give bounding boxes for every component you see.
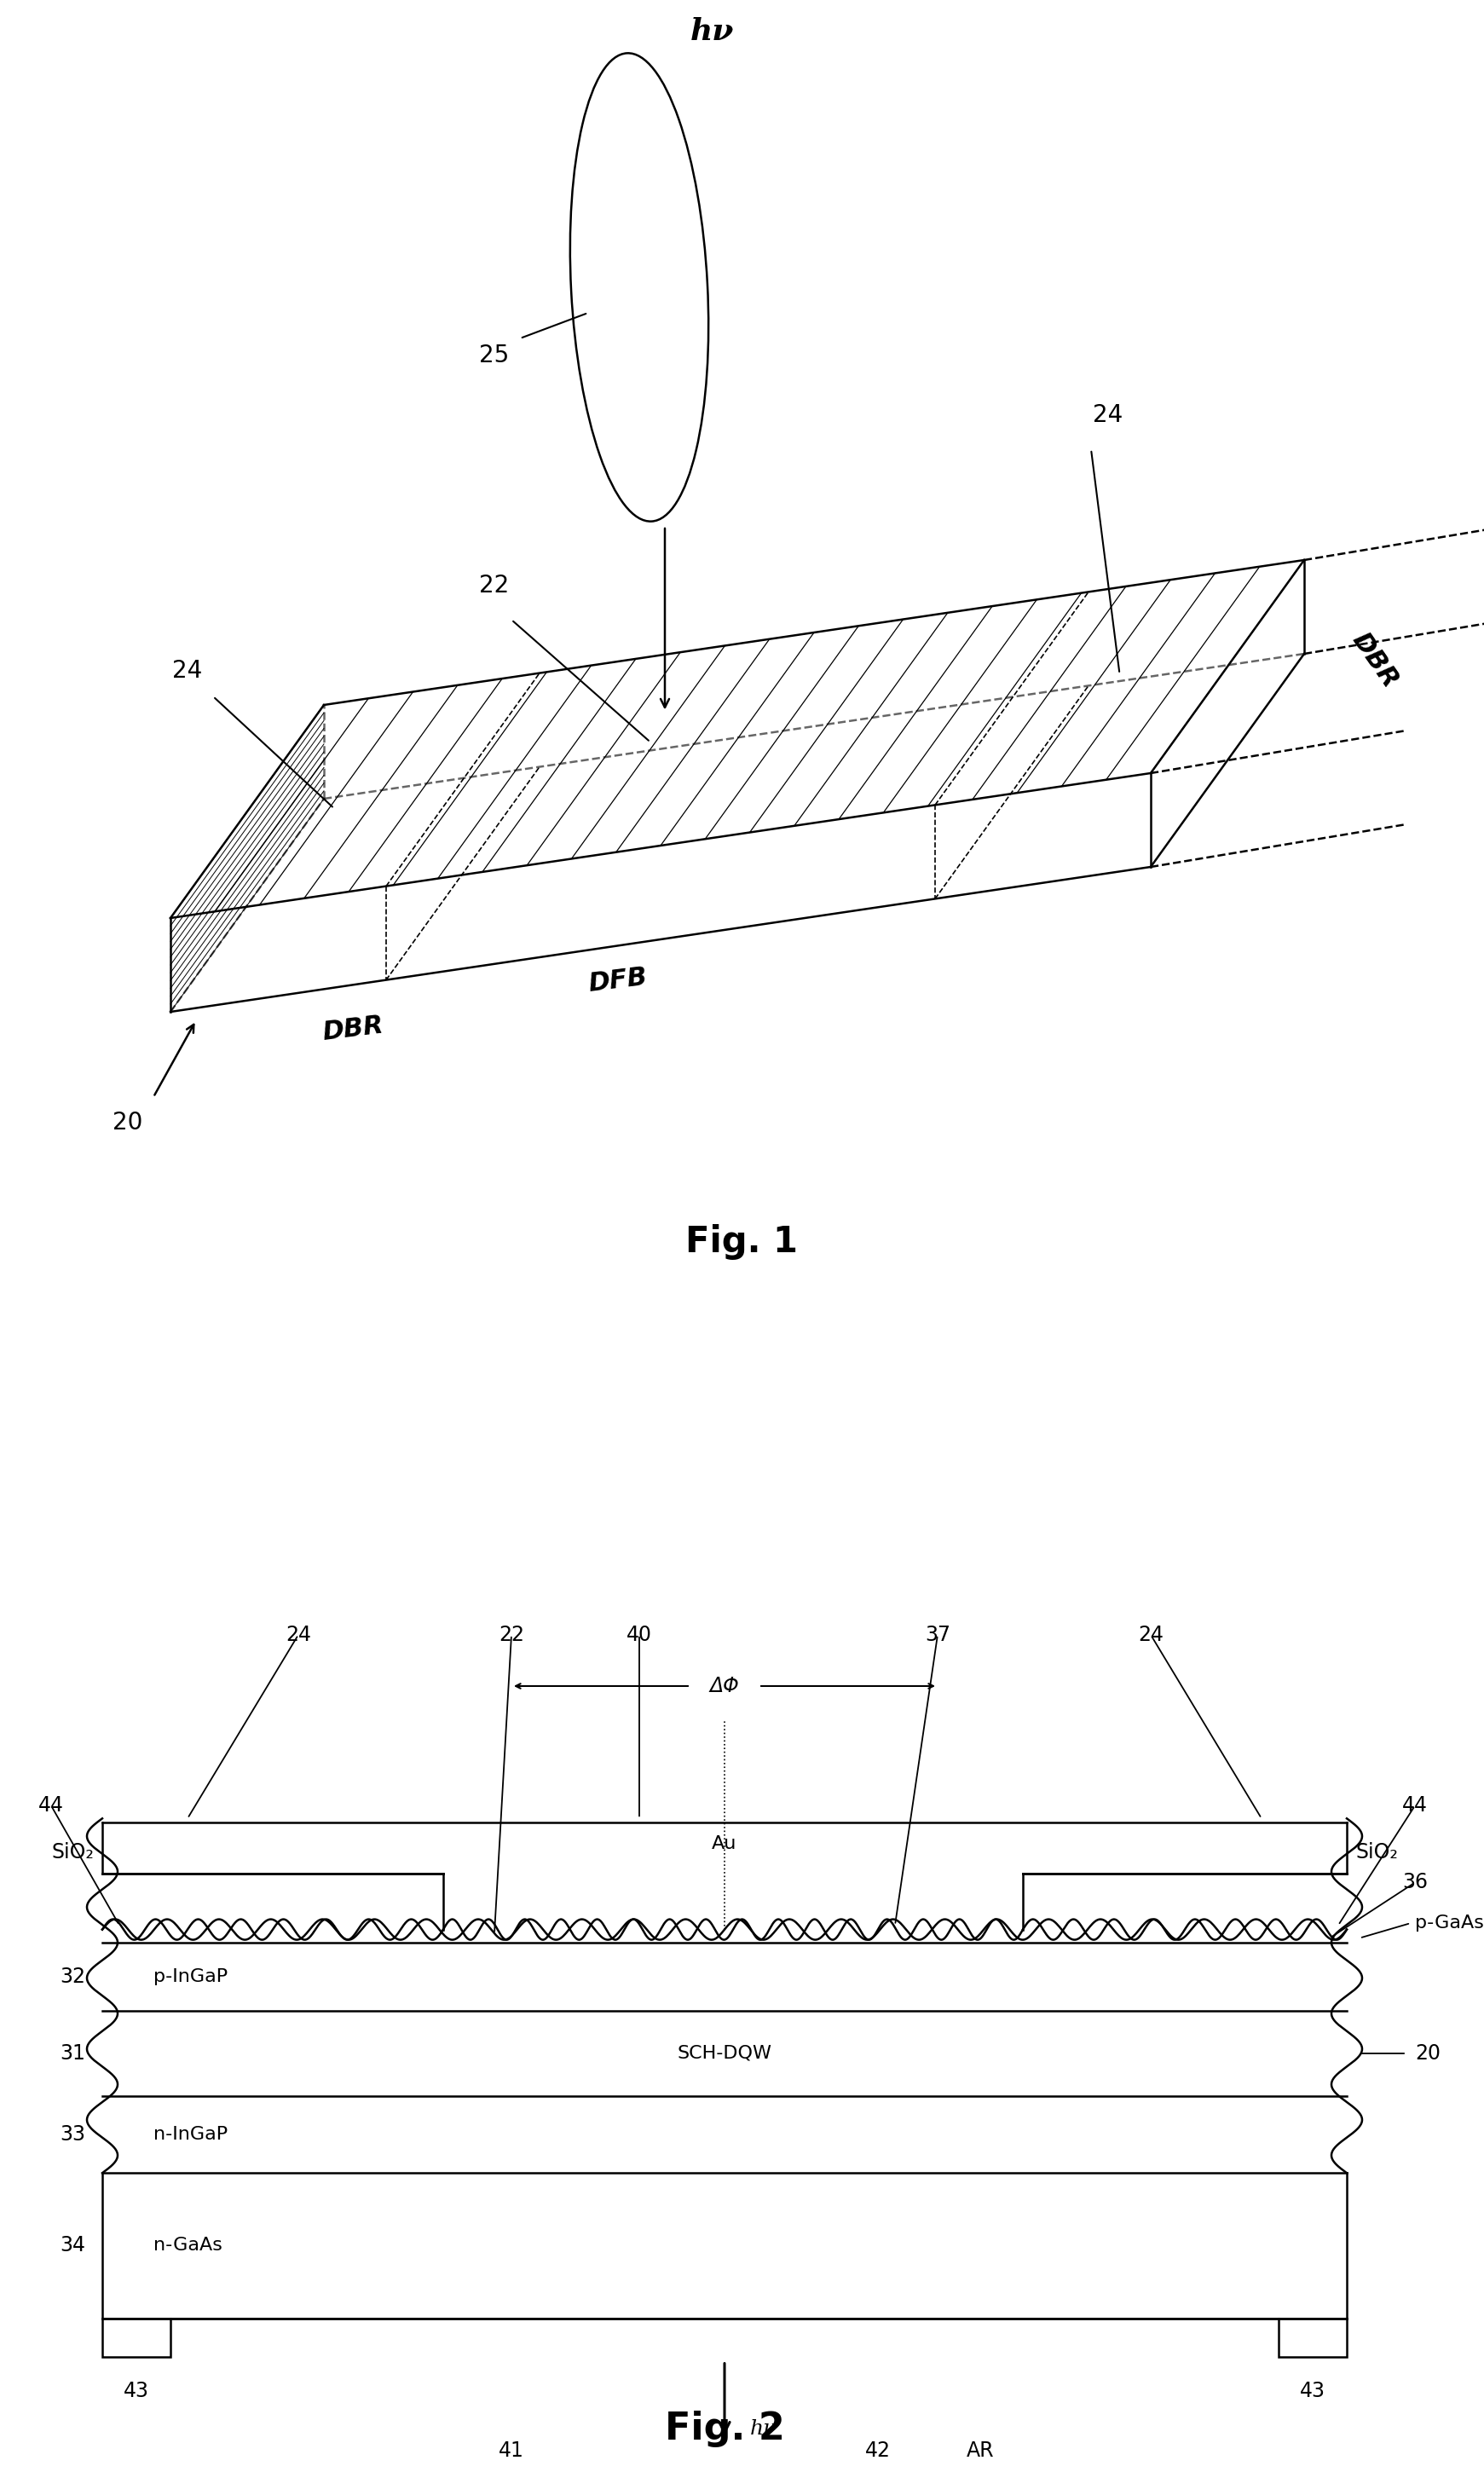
Text: SiO₂: SiO₂ xyxy=(1355,1842,1398,1864)
Text: Fig. 1: Fig. 1 xyxy=(686,1224,798,1261)
Text: 20: 20 xyxy=(1414,2044,1441,2064)
Text: hν: hν xyxy=(749,2420,776,2440)
Text: 43: 43 xyxy=(123,2381,150,2400)
Text: Au: Au xyxy=(712,1837,738,1852)
Text: 24: 24 xyxy=(172,660,202,682)
Text: 42: 42 xyxy=(865,2440,890,2460)
Text: p-GaAs: p-GaAs xyxy=(1414,1916,1484,1931)
Bar xyxy=(1279,2319,1347,2356)
Text: 34: 34 xyxy=(59,2235,85,2257)
Text: DBR: DBR xyxy=(321,1014,384,1046)
Text: 25: 25 xyxy=(479,344,509,368)
Text: SCH-DQW: SCH-DQW xyxy=(677,2044,772,2062)
Text: SiO₂: SiO₂ xyxy=(52,1842,93,1864)
Text: 44: 44 xyxy=(39,1795,64,1817)
Text: 20: 20 xyxy=(113,1110,142,1135)
Text: n-InGaP: n-InGaP xyxy=(153,2126,227,2143)
Text: ΔΦ: ΔΦ xyxy=(709,1676,739,1696)
Text: AR: AR xyxy=(966,2440,994,2460)
Text: 41: 41 xyxy=(499,2440,524,2460)
Text: 40: 40 xyxy=(626,1624,651,1644)
Text: n-GaAs: n-GaAs xyxy=(153,2237,223,2254)
Text: DBR: DBR xyxy=(1347,628,1402,692)
Text: hν: hν xyxy=(690,17,735,47)
Text: 33: 33 xyxy=(59,2123,85,2146)
Text: 32: 32 xyxy=(59,1965,85,1987)
Text: 44: 44 xyxy=(1402,1795,1428,1817)
Text: 31: 31 xyxy=(59,2044,85,2064)
Bar xyxy=(102,2319,171,2356)
Text: 22: 22 xyxy=(479,574,509,598)
Text: 43: 43 xyxy=(1300,2381,1325,2400)
Text: 24: 24 xyxy=(1094,403,1123,428)
Text: p-InGaP: p-InGaP xyxy=(153,1968,227,1985)
Text: 22: 22 xyxy=(499,1624,524,1644)
Text: Fig. 2: Fig. 2 xyxy=(665,2410,785,2447)
Text: DFB: DFB xyxy=(588,964,649,996)
Text: 36: 36 xyxy=(1402,1871,1428,1894)
Text: 24: 24 xyxy=(285,1624,312,1644)
Text: 24: 24 xyxy=(1138,1624,1163,1644)
Text: 37: 37 xyxy=(925,1624,950,1644)
